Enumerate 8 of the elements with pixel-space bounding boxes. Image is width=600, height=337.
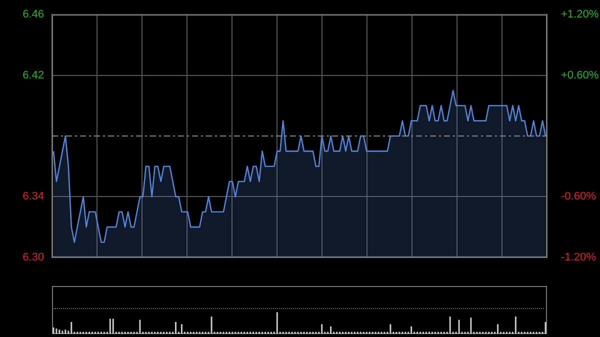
y-tick-label: 6.30 [22,251,44,264]
y-tick-label: 6.34 [22,190,44,203]
y2-tick-label: +0.60% [561,69,599,82]
y2-tick-label: -1.20% [561,251,596,264]
y2-tick-label: -0.60% [561,190,596,203]
y-tick-label: 6.42 [22,69,44,82]
y-tick-label: 6.46 [22,8,44,21]
y2-tick-label: +1.20% [561,8,599,21]
